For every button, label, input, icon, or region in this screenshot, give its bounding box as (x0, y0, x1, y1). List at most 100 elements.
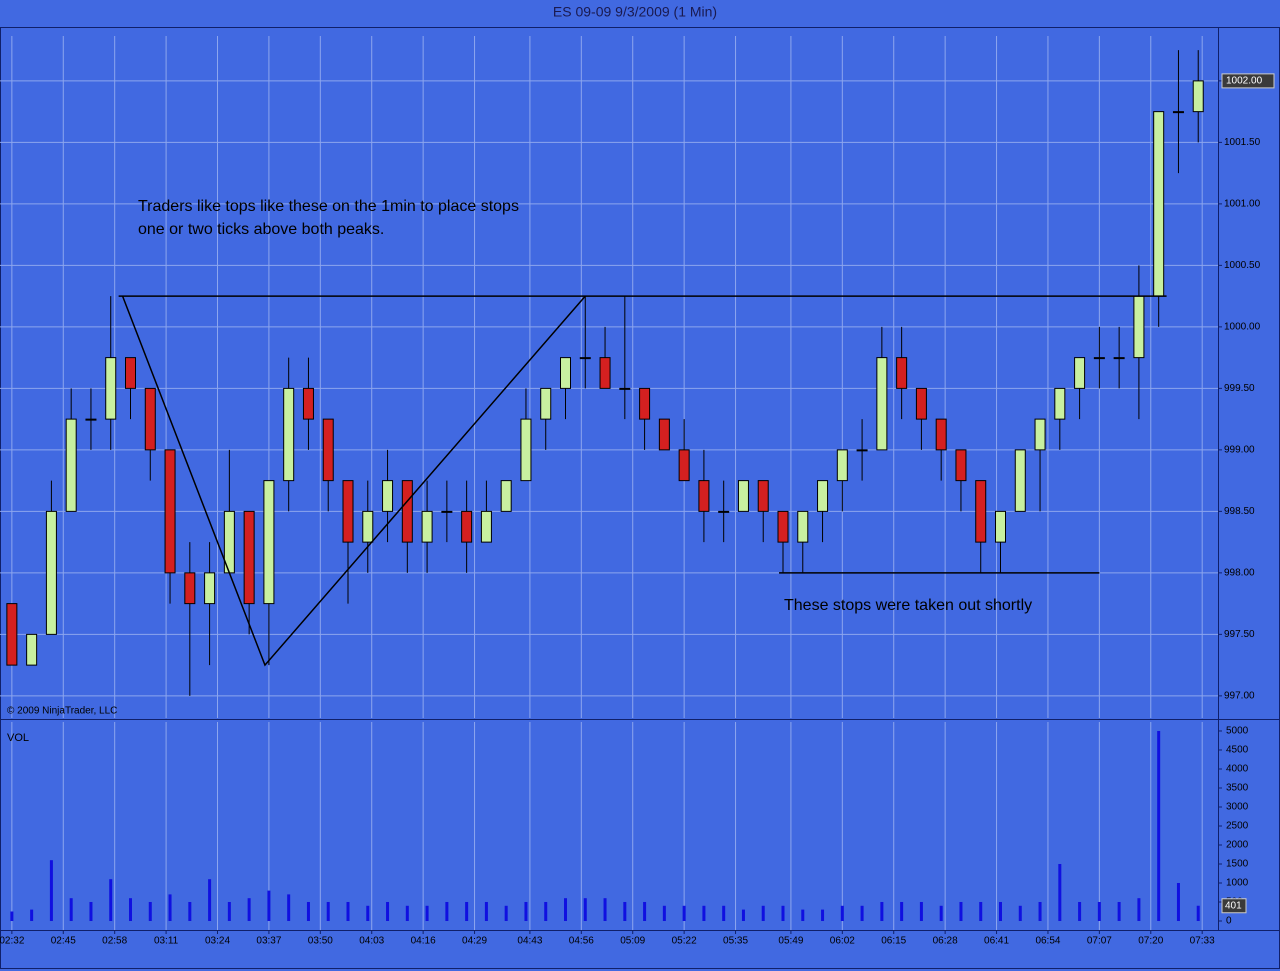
y-tick-label: 3000 (1226, 802, 1249, 813)
x-tick-label: 04:16 (411, 936, 436, 947)
volume-bar (227, 901, 231, 921)
x-tick-label: 03:24 (205, 936, 230, 947)
candle-body (876, 357, 888, 451)
volume-bar (761, 905, 765, 921)
candle-body (718, 510, 730, 513)
candle-body (698, 480, 710, 512)
y-tick-label: 5000 (1226, 726, 1249, 737)
volume-bar (148, 901, 152, 921)
candle-body (935, 418, 947, 451)
y-tick-label: 997.00 (1224, 691, 1255, 702)
x-tick-label: 04:56 (569, 936, 594, 947)
candle-body (856, 449, 868, 452)
candle-body (975, 480, 987, 543)
y-tick-label: 1001.00 (1224, 199, 1261, 210)
volume-bar (1058, 863, 1062, 921)
candle-body (1014, 449, 1026, 512)
volume-bar (880, 901, 884, 921)
volume-bar (682, 905, 686, 921)
volume-bar (366, 905, 370, 921)
volume-bar (89, 901, 93, 921)
candle-body (1192, 80, 1204, 113)
volume-bar (386, 901, 390, 921)
x-tick-label: 06:54 (1035, 936, 1060, 947)
x-tick-label: 05:35 (723, 936, 748, 947)
x-tick-label: 06:02 (830, 936, 855, 947)
volume-bar (801, 909, 805, 921)
candle-body (105, 357, 117, 420)
y-tick-label: 1000 (1226, 878, 1249, 889)
axes: 02:32 02:45 02:58 03:11 03:24 03:37 03:50 04:03… (0, 73, 1275, 947)
volume-bar (564, 898, 567, 921)
candle-body (540, 387, 552, 420)
candle-body (896, 357, 908, 389)
volume-bar (1078, 901, 1082, 921)
volume-bar (1157, 730, 1161, 921)
volume-bar (643, 901, 647, 921)
volume-bar (722, 905, 726, 921)
candle-body (915, 387, 927, 420)
volume-bar (484, 901, 488, 921)
last-volume-label: 401 (1225, 900, 1242, 911)
candle-body (1093, 357, 1105, 360)
last-price-label: 1002.00 (1226, 76, 1263, 87)
annotation: Traders like tops like these on the 1min… (138, 198, 519, 215)
candle-body (322, 418, 334, 482)
candle-body (599, 357, 611, 389)
volume-bar (702, 905, 706, 921)
candle-body (1113, 357, 1125, 360)
candle-body (1153, 111, 1165, 297)
volume-bar (919, 901, 923, 921)
x-tick-label: 07:20 (1138, 936, 1163, 947)
y-tick-label: 4500 (1226, 745, 1249, 756)
candle-body (560, 357, 571, 389)
y-tick-label: 999.50 (1224, 383, 1255, 394)
candle-body (797, 510, 809, 543)
volume-bar (1018, 905, 1022, 921)
candle-body (164, 449, 176, 574)
y-tick-label: 0 (1226, 916, 1232, 927)
candle-body (441, 510, 453, 513)
marks (6, 50, 1204, 921)
y-tick-label: 998.50 (1224, 506, 1255, 517)
volume-bar (979, 901, 983, 921)
volume-bar (247, 898, 251, 921)
candle-body (639, 387, 651, 420)
volume-bar (603, 898, 607, 921)
volume-bar (1137, 898, 1141, 921)
candle-body (737, 480, 749, 512)
volume-bar (1097, 901, 1101, 921)
candle-body (579, 357, 591, 360)
drawn-line (121, 295, 586, 667)
candle-body (401, 480, 413, 543)
x-tick-label: 04:43 (517, 936, 542, 947)
annotation: one or two ticks above both peaks. (138, 221, 384, 238)
candle-body (678, 449, 690, 482)
y-tick-label: 1000.00 (1224, 322, 1261, 333)
candle-body (480, 510, 492, 543)
volume-bar (109, 879, 113, 921)
volume-bar (405, 905, 409, 921)
candle-body (342, 480, 354, 543)
y-tick-label: 1001.50 (1224, 137, 1261, 148)
volume-bar (267, 890, 271, 921)
x-tick-label: 06:41 (984, 936, 1009, 947)
candle-body (757, 480, 769, 512)
candle-body (955, 449, 967, 482)
x-tick-label: 04:03 (359, 936, 384, 947)
volume-bar (10, 911, 14, 921)
volume-bar (445, 901, 449, 921)
copyright: © 2009 NinjaTrader, LLC (7, 706, 117, 717)
candle-body (204, 572, 216, 605)
x-tick-label: 07:07 (1087, 936, 1112, 947)
y-tick-label: 1000.50 (1224, 260, 1261, 271)
candle-body (817, 480, 829, 512)
volume-bar (821, 909, 825, 921)
candle-body (263, 480, 275, 605)
y-tick-label: 999.00 (1224, 445, 1255, 456)
x-tick-label: 03:37 (256, 936, 281, 947)
chart-title: ES 09-09 9/3/2009 (1 Min) (553, 4, 717, 20)
x-tick-label: 03:50 (308, 936, 333, 947)
